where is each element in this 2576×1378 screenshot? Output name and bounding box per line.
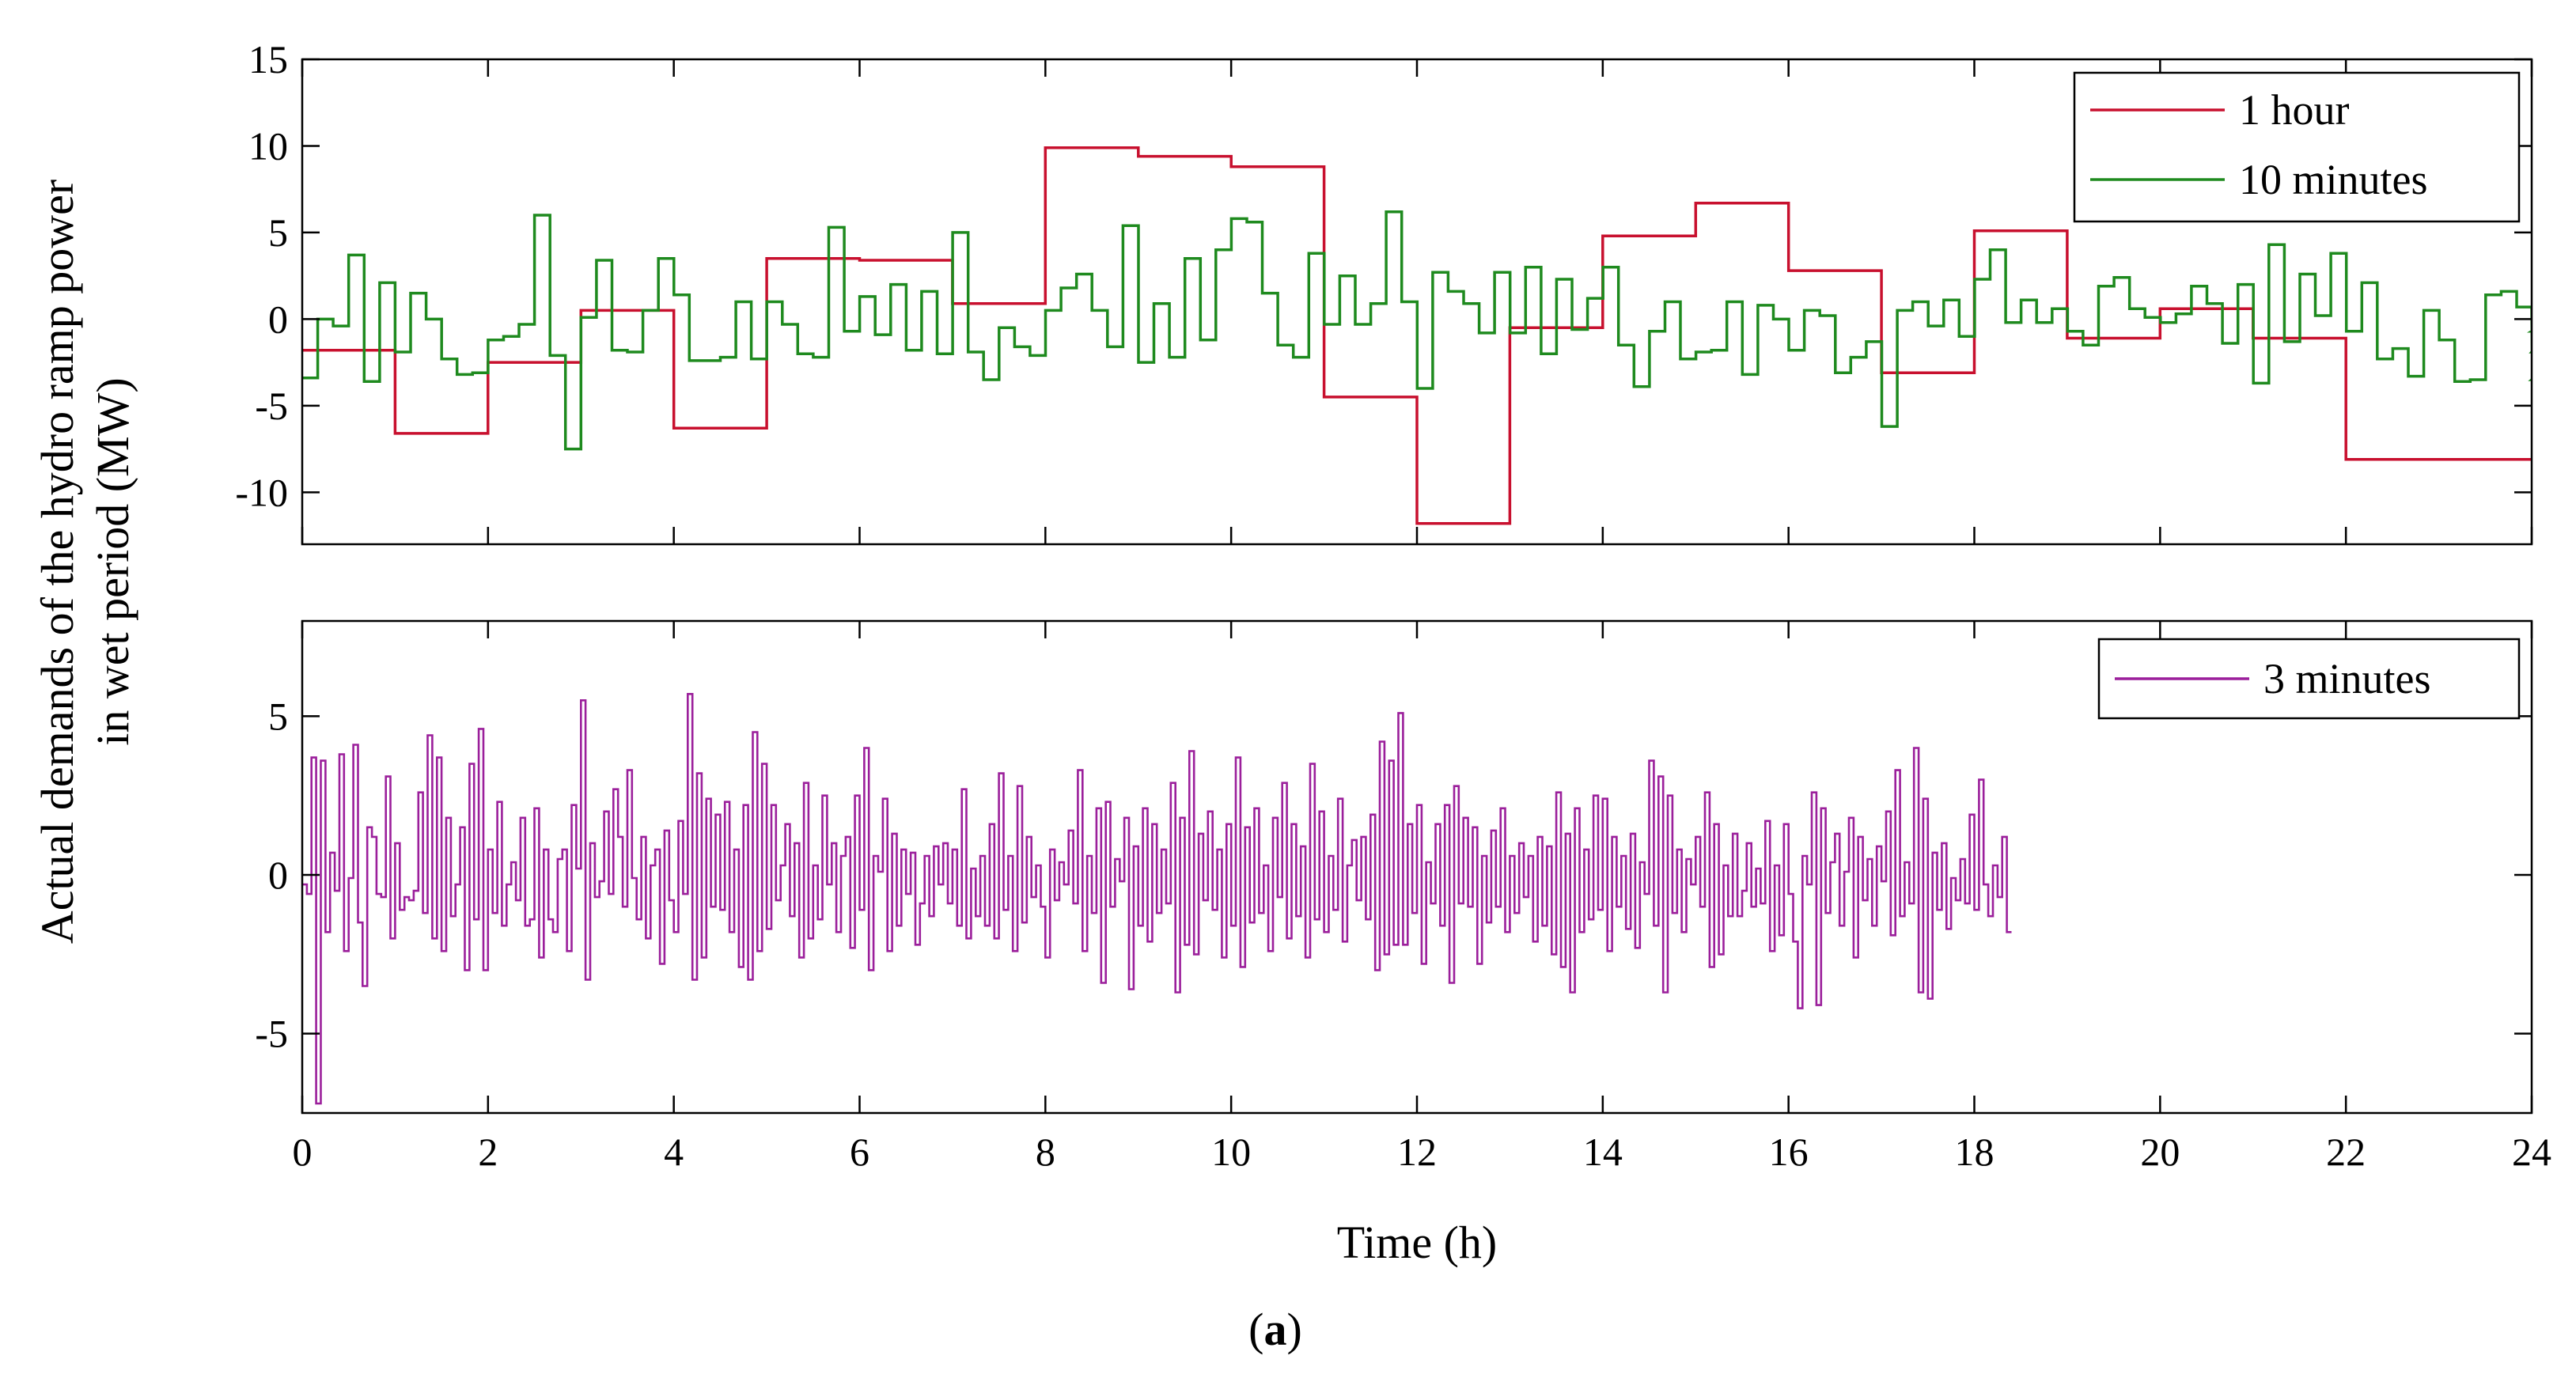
bottom-panel: 50-50 2 4 6 8 10 12 14 16 18 20 22 24 3 minutes — [255, 619, 2551, 1174]
x-tick-label: 4 — [664, 1130, 684, 1174]
bottom-plot-area — [302, 693, 2012, 1105]
y-tick-label: -5 — [255, 1012, 288, 1056]
y-tick-label: -5 — [255, 384, 288, 428]
x-tick-label: 18 — [1955, 1130, 1995, 1174]
x-tick-label: 16 — [1769, 1130, 1809, 1174]
legend-label-10-minutes: 10 minutes — [2239, 156, 2428, 203]
legend-label-1-hour: 1 hour — [2239, 86, 2350, 134]
x-tick-label: 6 — [850, 1130, 869, 1174]
top-panel: 15 10 5 0 -5 -10 1 hour 10 minutes — [235, 37, 2533, 546]
top-plot-area — [302, 146, 2532, 525]
x-tick-label: 2 — [478, 1130, 498, 1174]
y-tick-label: 5 — [268, 694, 288, 738]
figure-caption: (a) — [1248, 1304, 1302, 1355]
legend-box — [2073, 71, 2521, 223]
x-tick-label: 8 — [1036, 1130, 1055, 1174]
caption-letter: a — [1264, 1304, 1287, 1355]
y-tick-label: 5 — [268, 210, 288, 255]
x-axis-label: Time (h) — [1337, 1217, 1498, 1268]
bottom-axis-ticks: 50-50 2 4 6 8 10 12 14 16 18 20 22 24 — [255, 621, 2551, 1174]
y-tick-label: 0 — [268, 297, 288, 341]
legend-label-3-minutes: 3 minutes — [2263, 655, 2431, 702]
x-tick-label: 20 — [2140, 1130, 2180, 1174]
legend-box — [2097, 638, 2521, 720]
series-line-10-minutes — [302, 210, 2532, 451]
x-tick-label: 22 — [2326, 1130, 2366, 1174]
y-axis-label-line1: Actual demands of the hydro ramp power — [32, 180, 83, 944]
x-tick-label: 10 — [1211, 1130, 1251, 1174]
top-legend: 1 hour 10 minutes — [2073, 71, 2521, 223]
x-tick-label: 14 — [1583, 1130, 1623, 1174]
x-tick-label: 0 — [293, 1130, 313, 1174]
x-tick-label: 24 — [2512, 1130, 2551, 1174]
y-tick-label: -10 — [235, 470, 288, 514]
bottom-legend: 3 minutes — [2097, 638, 2521, 720]
y-tick-label: 0 — [268, 853, 288, 897]
series-line-3-minutes — [302, 693, 2012, 1105]
x-tick-label: 12 — [1397, 1130, 1437, 1174]
caption-open: ( — [1248, 1304, 1263, 1355]
top-axis-ticks: 15 10 5 0 -5 -10 — [235, 37, 2533, 544]
caption-close: ) — [1287, 1304, 1302, 1355]
y-axis-label-line2: in wet period (MW) — [87, 377, 138, 745]
y-tick-label: 15 — [248, 37, 288, 81]
y-tick-label: 10 — [248, 123, 288, 168]
